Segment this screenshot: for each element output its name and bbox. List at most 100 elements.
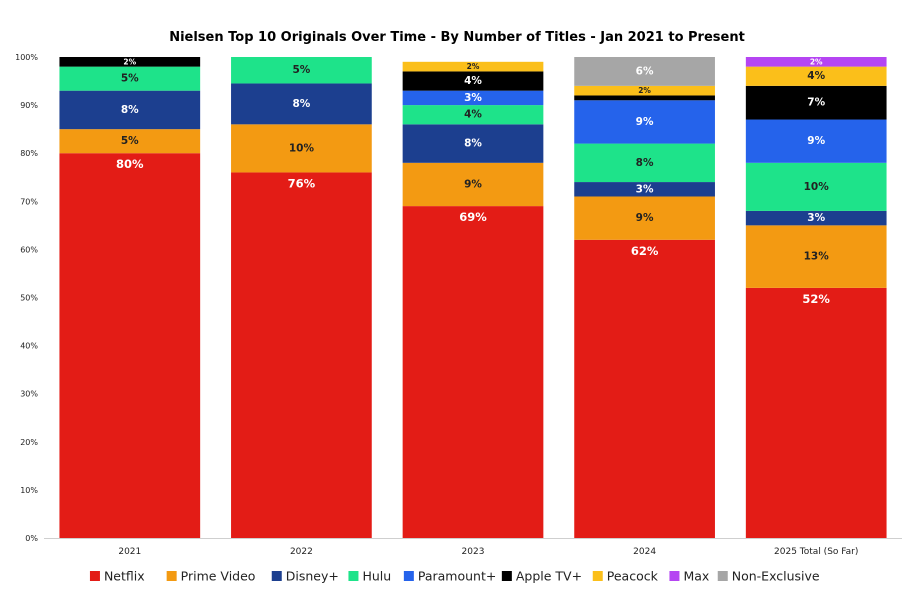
- y-tick-label: 90%: [20, 101, 38, 110]
- bar-segment: [745, 210, 887, 226]
- data-label: 8%: [636, 157, 654, 169]
- data-label: 69%: [459, 210, 487, 224]
- bar-segment: [574, 182, 715, 197]
- chart-title: Nielsen Top 10 Originals Over Time - By …: [169, 30, 745, 45]
- x-axis: 2021 2022 2023 2024 2025 Total (So Far): [44, 538, 902, 557]
- legend-label: Paramount+: [418, 569, 496, 584]
- bar-segment: [402, 206, 544, 539]
- bar-segment: [402, 105, 544, 125]
- bar-segment: [574, 95, 715, 101]
- bar-segment: [59, 57, 201, 67]
- bar-segment: [745, 66, 887, 86]
- data-label: 62%: [631, 244, 659, 258]
- bar-segment: [59, 153, 201, 538]
- data-label: 76%: [288, 176, 316, 190]
- bar-segment: [231, 57, 372, 84]
- bar-segment: [402, 61, 544, 72]
- bar-labels: 80% 5% 8% 5% 2% 76% 10% 8% 5% 69% 9% 8% 4% 3% 4% 2% 62% 9…: [116, 57, 830, 306]
- bar-segment: [574, 85, 715, 96]
- data-label: 52%: [802, 292, 830, 306]
- data-label: 7%: [807, 97, 825, 109]
- bar-segment: [574, 239, 715, 538]
- bar-segment: [745, 57, 887, 67]
- x-tick-label: 2025 Total (So Far): [774, 547, 858, 557]
- bar-segment: [402, 90, 544, 106]
- y-tick-label: 80%: [20, 149, 38, 158]
- bar-segment: [59, 129, 201, 154]
- legend-swatch: [669, 571, 680, 581]
- bar-segment: [59, 66, 201, 91]
- data-label: 80%: [116, 157, 144, 171]
- y-tick-label: 20%: [20, 438, 38, 447]
- data-label: 4%: [464, 75, 482, 87]
- bar-segment: [231, 83, 372, 125]
- legend-label: Netflix: [104, 569, 145, 584]
- data-label: 13%: [804, 251, 830, 263]
- data-label: 10%: [804, 181, 830, 193]
- legend-label: Max: [683, 569, 709, 584]
- bar-segment: [745, 85, 887, 120]
- legend-swatch: [89, 571, 100, 581]
- data-label: 3%: [464, 92, 482, 104]
- legend-swatch: [501, 571, 512, 581]
- bar-segment: [574, 196, 715, 240]
- data-label: 2%: [638, 86, 651, 95]
- legend-swatch: [717, 571, 728, 581]
- x-tick-label: 2022: [290, 547, 313, 557]
- y-tick-label: 40%: [20, 342, 38, 351]
- bar-segment: [574, 143, 715, 183]
- legend: Netflix Prime Video Disney+ Hulu Paramount+ A…: [89, 569, 820, 584]
- bar-segment: [745, 287, 887, 538]
- legend-swatch: [271, 571, 282, 581]
- data-label: 5%: [292, 64, 310, 76]
- legend-swatch: [166, 571, 177, 581]
- data-label: 2%: [810, 57, 823, 66]
- bar-segment: [402, 124, 544, 163]
- data-label: 2%: [467, 62, 480, 71]
- legend-swatch: [592, 571, 603, 581]
- bar-segment: [745, 162, 887, 211]
- bar-segment: [402, 162, 544, 207]
- bar-segment: [231, 124, 372, 173]
- y-axis: 0% 10% 20% 30% 40% 50% 60% 70% 80% 90% 100%: [15, 53, 38, 543]
- data-label: 9%: [807, 135, 825, 147]
- y-tick-label: 10%: [20, 486, 38, 495]
- data-label: 4%: [807, 70, 825, 82]
- data-label: 6%: [636, 65, 654, 77]
- bar-segment: [59, 90, 201, 130]
- data-label: 9%: [636, 116, 654, 128]
- y-tick-label: 50%: [20, 294, 38, 303]
- x-tick-label: 2021: [118, 547, 141, 557]
- data-label: 3%: [636, 183, 654, 195]
- data-label: 10%: [289, 142, 315, 154]
- bar-segment: [745, 119, 887, 163]
- bar-segment: [574, 100, 715, 144]
- legend-label: Prime Video: [181, 569, 256, 584]
- y-tick-label: 100%: [15, 53, 38, 62]
- legend-label: Apple TV+: [516, 569, 582, 584]
- x-tick-label: 2024: [633, 547, 656, 557]
- legend-swatch: [348, 571, 359, 581]
- legend-label: Non-Exclusive: [732, 569, 820, 584]
- bar-segment: [574, 57, 715, 86]
- data-label: 2%: [123, 57, 136, 66]
- x-tick-label: 2023: [462, 547, 485, 557]
- data-label: 8%: [292, 98, 310, 110]
- bar-segment: [231, 172, 372, 538]
- legend-label: Hulu: [362, 569, 391, 584]
- data-label: 9%: [636, 212, 654, 224]
- data-label: 5%: [121, 73, 139, 85]
- y-tick-label: 0%: [25, 534, 38, 543]
- data-label: 9%: [464, 178, 482, 190]
- bars: [59, 57, 887, 539]
- bar-segment: [402, 71, 544, 91]
- legend-swatch: [403, 571, 414, 581]
- legend-label: Peacock: [607, 569, 659, 584]
- bar-segment: [745, 225, 887, 288]
- data-label: 8%: [464, 138, 482, 150]
- y-tick-label: 60%: [20, 245, 38, 254]
- y-tick-label: 30%: [20, 390, 38, 399]
- data-label: 8%: [121, 104, 139, 116]
- legend-label: Disney+: [286, 569, 339, 584]
